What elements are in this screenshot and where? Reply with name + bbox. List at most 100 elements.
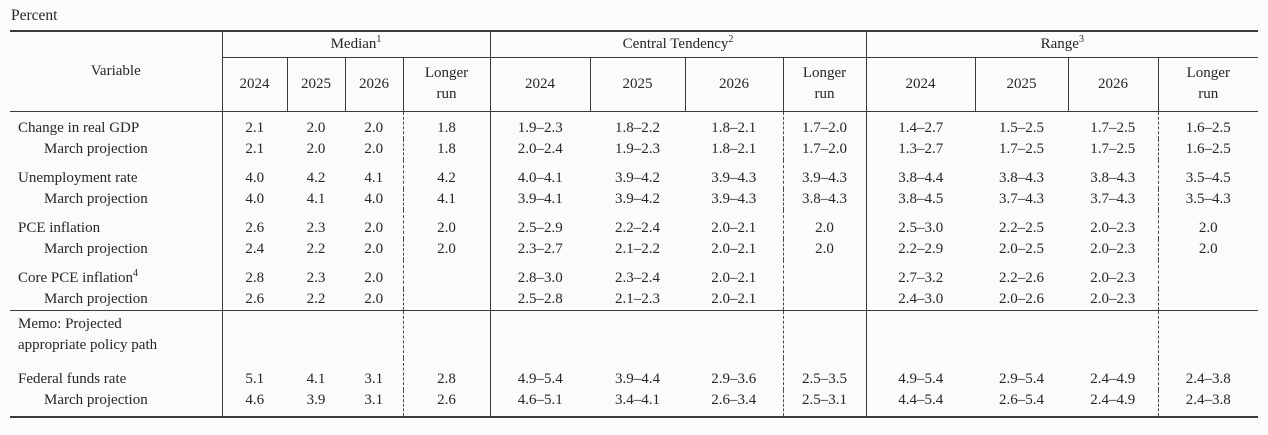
table-cell: 2.1 [221, 138, 287, 160]
table-cell: 4.0–4.1 [489, 159, 591, 189]
table-cell: 2.4–3.8 [1157, 389, 1259, 417]
table-cell: 2.7–3.2 [865, 259, 976, 289]
table-cell: 2.0–2.1 [711, 240, 757, 257]
table-cell: 3.9–4.4 [615, 370, 661, 387]
row-label: March projection [44, 140, 148, 157]
table-cell: 2.0–2.5 [999, 240, 1045, 257]
year-header-range-2026: 2026 [1067, 57, 1159, 112]
table-cell: 2.6–5.4 [999, 391, 1045, 408]
group-label: Median [330, 35, 377, 52]
table-cell [1157, 288, 1259, 310]
table-cell: 1.8–2.1 [711, 119, 757, 136]
table-cell: 1.9–2.3 [489, 111, 591, 139]
table-cell: 3.9 [306, 391, 326, 408]
table-cell: 2.0 [306, 119, 326, 136]
year-header-median-2025: 2025 [286, 57, 345, 112]
table-cell: 4.9–5.4 [489, 357, 591, 390]
table-cell: 2.3 [306, 269, 326, 286]
row-label: Core PCE inflation4 [10, 260, 222, 289]
table-cell: 2.0 [782, 209, 867, 239]
group-header-row: Variable Median1 Central Tendency2 Range… [10, 31, 1259, 112]
table-cell: 5.1 [221, 357, 287, 390]
year-header-ct-2025: 2025 [589, 57, 686, 112]
table-cell: 2.0 [1157, 209, 1259, 239]
table-cell [1157, 259, 1259, 289]
table-row-core-pce-inflation: Core PCE inflation4 2.8 2.3 2.0 2.8–3.0 … [10, 259, 1259, 289]
table-cell: 2.3–2.4 [615, 269, 661, 286]
table-cell: 3.9–4.1 [489, 188, 591, 210]
table-cell: 2.3 [306, 219, 326, 236]
table-cell: 1.6–2.5 [1157, 138, 1259, 160]
table-cell: 2.0–2.3 [1090, 219, 1136, 236]
table-cell: 2.0 [1157, 238, 1259, 260]
table-cell [590, 309, 686, 358]
table-cell: 3.9–4.2 [615, 169, 661, 186]
table-cell: 2.3–2.7 [489, 238, 591, 260]
footnote-marker: 1 [376, 33, 382, 45]
table-cell: 3.8–4.5 [865, 188, 976, 210]
table-cell: 2.1–2.2 [615, 240, 661, 257]
table-cell: 1.7–2.5 [1090, 140, 1136, 157]
table-cell: 2.4–3.8 [1157, 357, 1259, 390]
table-cell: 1.7–2.0 [782, 138, 867, 160]
table-cell: 1.8–2.2 [615, 119, 661, 136]
year-header-median-2024: 2024 [221, 57, 287, 112]
row-label: PCE inflation [18, 219, 101, 236]
table-cell: 3.8–4.3 [782, 188, 867, 210]
table-row-gdp-march: March projection 2.1 2.0 2.0 1.8 2.0–2.4… [10, 138, 1259, 160]
table-cell: 2.0–2.1 [711, 290, 757, 307]
table-cell: 4.9–5.4 [865, 357, 976, 390]
table-cell: 1.7–2.5 [1090, 119, 1136, 136]
economic-projections-table: Variable Median1 Central Tendency2 Range… [10, 30, 1259, 418]
table-cell: 3.7–4.3 [1090, 190, 1136, 207]
table-cell: 2.2–2.6 [999, 269, 1045, 286]
table-cell [1068, 309, 1159, 358]
table-cell: 2.8 [221, 259, 287, 289]
table-cell: 1.5–2.5 [999, 119, 1045, 136]
row-label: Federal funds rate [18, 370, 127, 387]
memo-label: Memo: Projected appropriate policy path [10, 309, 222, 358]
table-cell: 2.6 [221, 288, 287, 310]
table-cell: 3.5–4.5 [1157, 159, 1259, 189]
year-header-range-2025: 2025 [974, 57, 1069, 112]
table-cell: 2.2–2.9 [865, 238, 976, 260]
table-cell: 3.7–4.3 [999, 190, 1045, 207]
year-header-median-longer-run: Longer run [402, 57, 491, 112]
table-cell: 2.4–4.9 [1090, 391, 1136, 408]
table-cell: 1.6–2.5 [1157, 111, 1259, 139]
table-cell: 2.2–2.4 [615, 219, 661, 236]
row-label-text: Core PCE inflation [18, 269, 133, 286]
table-cell: 4.1 [364, 169, 384, 186]
table-cell: 2.0 [364, 140, 384, 157]
table-cell: 2.8 [402, 357, 491, 390]
table-row-unemployment: Unemployment rate 4.0 4.2 4.1 4.2 4.0–4.… [10, 159, 1259, 189]
table-cell: 2.4 [221, 238, 287, 260]
table-cell: 4.2 [402, 159, 491, 189]
table-cell: 2.5–3.5 [782, 357, 867, 390]
table-cell: 3.1 [364, 370, 384, 387]
table-cell [489, 309, 591, 358]
table-cell [1157, 309, 1259, 358]
column-header-central-tendency: Central Tendency2 [489, 31, 867, 58]
table-cell [782, 288, 867, 310]
table-cell: 2.0–2.1 [711, 269, 757, 286]
table-cell: 2.4–3.0 [865, 288, 976, 310]
column-header-variable: Variable [10, 31, 222, 112]
table-cell: 2.2 [306, 240, 326, 257]
row-label: Change in real GDP [18, 119, 140, 136]
table-row-pce-inflation-march: March projection 2.4 2.2 2.0 2.0 2.3–2.7… [10, 238, 1259, 260]
table-cell: 4.2 [306, 169, 326, 186]
table-cell [782, 259, 867, 289]
table-cell: 2.0 [364, 269, 384, 286]
table-row-federal-funds-rate-march: March projection 4.6 3.9 3.1 2.6 4.6–5.1… [10, 389, 1259, 417]
table-cell: 4.1 [306, 190, 326, 207]
year-header-median-2026: 2026 [344, 57, 403, 112]
year-header-row: 2024 2025 2026 Longer run 2024 2025 2026… [10, 57, 1259, 112]
table-cell: 4.6–5.1 [489, 389, 591, 417]
table-cell: 2.1–2.3 [615, 290, 661, 307]
year-header-ct-2024: 2024 [489, 57, 591, 112]
row-label: March projection [44, 290, 148, 307]
table-cell: 2.9–5.4 [999, 370, 1045, 387]
table-cell: 2.0–2.3 [1090, 290, 1136, 307]
table-cell [287, 309, 345, 358]
